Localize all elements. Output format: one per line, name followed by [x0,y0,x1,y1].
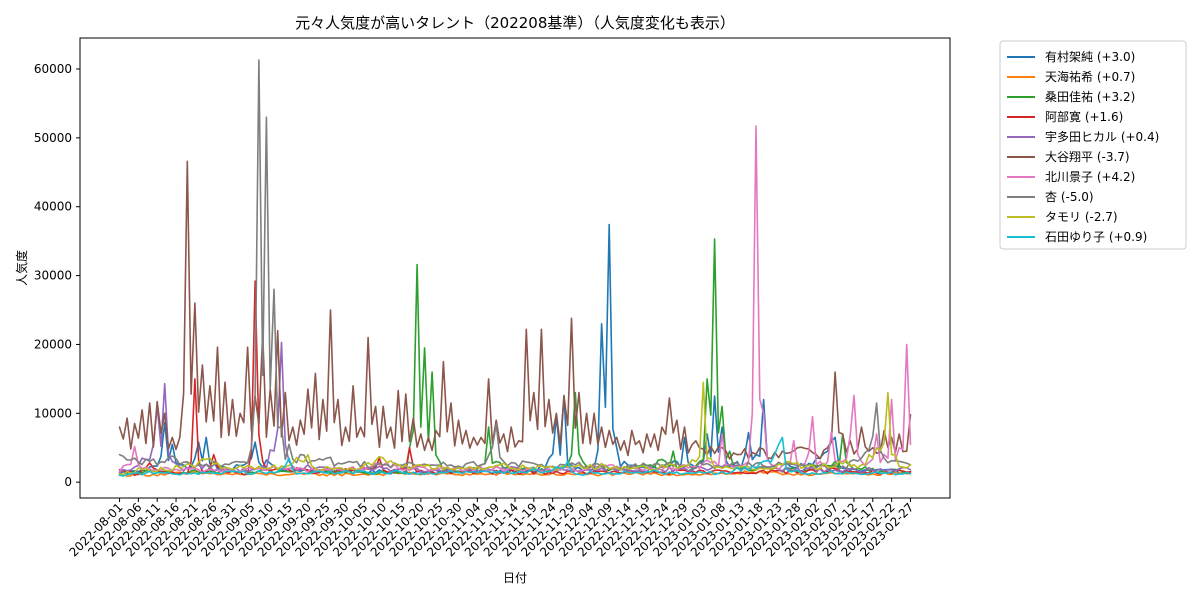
legend-label: 宇多田ヒカル (+0.4) [1045,130,1159,144]
y-tick-label: 0 [64,475,72,489]
legend-label: 石田ゆり子 (+0.9) [1045,230,1147,244]
legend-label: 杏 (-5.0) [1045,190,1094,204]
legend-label: タモリ (-2.7) [1045,210,1118,224]
legend-label: 天海祐希 (+0.7) [1045,69,1135,84]
y-axis: 0 10000 20000 30000 40000 50000 60000 [34,62,80,489]
y-tick-label: 20000 [34,337,72,351]
legend-label: 大谷翔平 (-3.7) [1045,150,1130,164]
plot-area-frame [79,37,951,499]
legend-label: 阿部寛 (+1.6) [1045,109,1123,124]
series-lines [118,59,912,478]
series-line-8 [118,381,912,476]
series-line-2 [118,238,912,475]
y-tick-label: 10000 [34,406,72,420]
legend-frame [999,40,1187,250]
x-axis: 2022-08-012022-08-062022-08-112022-08-16… [66,498,917,559]
chart-title: 元々人気度が高いタレント（202208基準）（人気度変化も表示） [295,14,735,32]
series-line-5 [118,160,912,460]
y-tick-label: 30000 [34,269,72,283]
legend-label: 北川景子 (+4.2) [1045,170,1135,184]
y-tick-label: 60000 [34,62,72,76]
series-line-7 [118,59,912,471]
y-tick-label: 50000 [34,131,72,145]
legend-label: 有村架純 (+3.0) [1045,50,1135,64]
y-axis-label: 人気度 [14,250,29,286]
series-line-0 [118,223,912,475]
legend-label: 桑田佳祐 (+3.2) [1045,90,1135,104]
series-line-9 [118,436,912,477]
x-axis-label: 日付 [503,571,527,585]
y-tick-label: 40000 [34,200,72,214]
legend: 有村架純 (+3.0) 天海祐希 (+0.7) 桑田佳祐 (+3.2) 阿部寛 (+1… [999,40,1187,250]
series-line-6 [118,125,912,474]
